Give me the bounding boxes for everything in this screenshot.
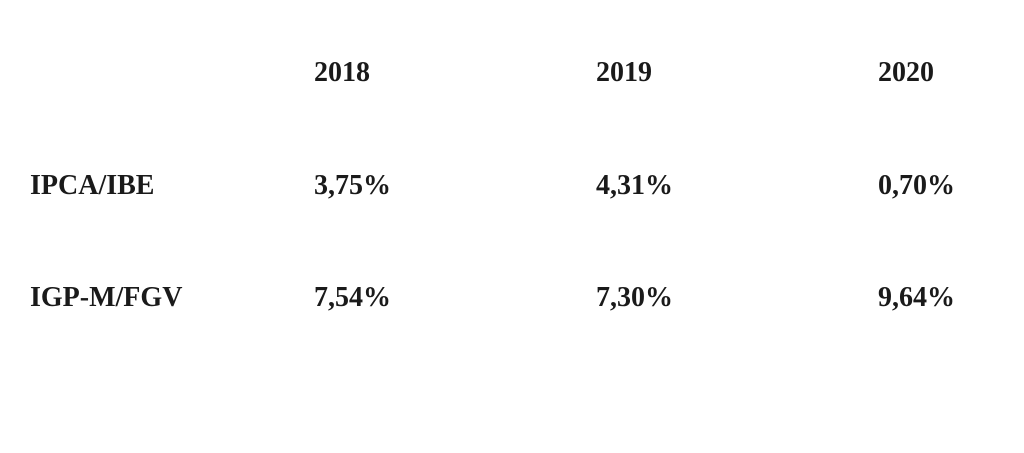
column-header: 2020 bbox=[878, 57, 934, 88]
table-cell: 4,31% bbox=[596, 170, 673, 201]
row-label: IPCA/IBE bbox=[30, 170, 155, 201]
row-label: IGP-M/FGV bbox=[30, 282, 183, 313]
column-header: 2019 bbox=[596, 57, 652, 88]
table-cell: 0,70% bbox=[878, 170, 955, 201]
table-cell: 3,75% bbox=[314, 170, 391, 201]
table-cell: 9,64% bbox=[878, 282, 955, 313]
table-cell: 7,30% bbox=[596, 282, 673, 313]
column-header: 2018 bbox=[314, 57, 370, 88]
table-cell: 7,54% bbox=[314, 282, 391, 313]
